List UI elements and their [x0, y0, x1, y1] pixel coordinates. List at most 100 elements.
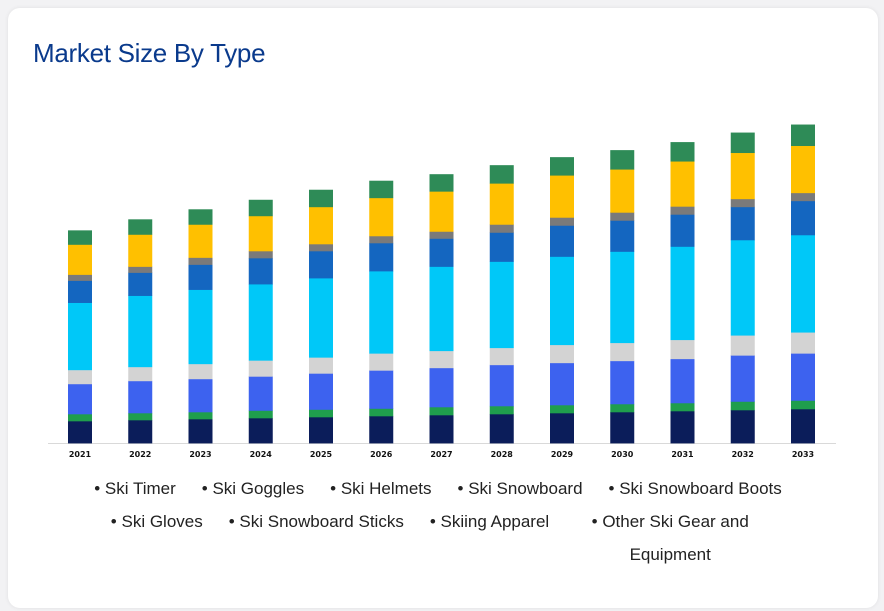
bar-segment-2031-7 — [670, 206, 695, 215]
x-tick-label: 2024 — [250, 450, 273, 459]
bar-segment-2028-3 — [489, 364, 514, 407]
bar-segment-2026-4 — [369, 353, 394, 371]
bar-segment-2028-7 — [489, 224, 514, 233]
legend-bullet: • — [457, 479, 469, 498]
bar-segment-2023-6 — [188, 264, 213, 290]
bar-segment-2023-2 — [188, 411, 213, 420]
bar-segment-2031-5 — [670, 246, 695, 341]
bar-segment-2028-8 — [489, 183, 514, 225]
legend-item: • Ski Gloves — [111, 505, 203, 571]
legend-label: Ski Helmets — [340, 479, 432, 498]
bar-segment-2021-3 — [68, 383, 92, 415]
bar-segment-2023-8 — [188, 224, 213, 258]
bar-segment-2028-6 — [489, 232, 514, 262]
bar-segment-2028-5 — [489, 261, 514, 349]
bar-segment-2021-8 — [68, 244, 92, 275]
bar-segment-2030-6 — [610, 220, 635, 252]
bar-segment-2024-6 — [248, 257, 273, 285]
x-tick-label: 2022 — [129, 450, 151, 459]
bar-segment-2029-1 — [550, 412, 574, 444]
bar-segment-2022-3 — [128, 380, 153, 414]
bar-segment-2033-3 — [791, 353, 815, 401]
x-tick-label: 2032 — [732, 450, 754, 459]
x-tick-label: 2026 — [370, 450, 393, 459]
bar-segment-2021-7 — [68, 274, 92, 281]
bar-segment-2024-8 — [248, 215, 273, 252]
legend-bullet: • — [608, 479, 620, 498]
bar-segment-2025-6 — [309, 250, 333, 279]
bar-segment-2032-4 — [730, 335, 755, 356]
bar-segment-2024-7 — [248, 250, 273, 259]
bar-segment-2029-8 — [550, 175, 574, 218]
x-tick-label: 2027 — [430, 450, 452, 459]
bar-segment-2026-9 — [369, 180, 394, 199]
bar-segment-2030-2 — [610, 403, 635, 413]
bar-segment-2021-5 — [68, 302, 92, 371]
legend-label: Ski Snowboard Boots — [619, 479, 782, 498]
bar-segment-2032-1 — [730, 409, 755, 444]
legend-label: Ski Gloves — [121, 512, 203, 531]
bar-segment-2022-8 — [128, 234, 153, 267]
legend-item: • Ski Snowboard Boots — [609, 472, 782, 505]
bar-segment-2026-6 — [369, 242, 394, 272]
bar-segment-2032-2 — [730, 401, 755, 411]
bar-segment-2033-4 — [791, 332, 815, 354]
bar-segment-2022-6 — [128, 272, 153, 296]
bar-segment-2021-2 — [68, 413, 92, 422]
bar-segment-2030-3 — [610, 360, 635, 405]
legend-item: • Ski Goggles — [202, 472, 304, 505]
bar-segment-2028-2 — [489, 405, 514, 415]
bar-segment-2027-8 — [429, 191, 454, 232]
bar-segment-2026-1 — [369, 415, 394, 444]
bar-segment-2031-6 — [670, 214, 695, 247]
bar-segment-2032-7 — [730, 198, 755, 208]
bar-segment-2026-7 — [369, 235, 394, 244]
bar-segment-2029-6 — [550, 225, 574, 257]
legend-label: Ski Snowboard — [468, 479, 583, 498]
bar-segment-2021-6 — [68, 280, 92, 303]
bar-segment-2033-5 — [791, 234, 815, 333]
x-tick-label: 2023 — [189, 450, 211, 459]
legend-bullet: • — [330, 479, 341, 498]
bar-segment-2025-9 — [309, 189, 333, 208]
legend-item: • Ski Snowboard Sticks — [229, 505, 404, 571]
bar-segment-2030-5 — [610, 251, 635, 344]
bar-segment-2027-5 — [429, 266, 454, 352]
legend-bullet: • — [429, 512, 441, 531]
bar-segment-2024-4 — [248, 360, 273, 377]
bar-segment-2027-2 — [429, 406, 454, 416]
bar-segment-2032-9 — [730, 132, 755, 154]
bar-segment-2031-8 — [670, 161, 695, 207]
x-tick-label: 2028 — [491, 450, 514, 459]
x-tick-label: 2030 — [611, 450, 634, 459]
bar-segment-2033-1 — [791, 408, 815, 444]
bar-segment-2030-9 — [610, 150, 635, 170]
legend-label: Ski Snowboard Sticks — [239, 512, 404, 531]
legend-label: Ski Timer — [104, 479, 176, 498]
bar-segment-2024-2 — [248, 410, 273, 419]
bar-segment-2031-1 — [670, 410, 695, 444]
legend-item: • Ski Timer — [94, 472, 176, 505]
bar-segment-2028-1 — [489, 413, 514, 444]
x-tick-label: 2025 — [310, 450, 333, 459]
bar-segment-2025-8 — [309, 206, 333, 245]
bar-segment-2025-2 — [309, 409, 333, 418]
bar-segment-2028-4 — [489, 347, 514, 366]
bar-segment-2022-7 — [128, 266, 153, 273]
bar-segment-2033-8 — [791, 145, 815, 194]
bar-segment-2024-3 — [248, 376, 273, 411]
bar-segment-2029-7 — [550, 217, 574, 226]
bar-segment-2023-7 — [188, 257, 213, 265]
bar-segment-2033-7 — [791, 192, 815, 202]
legend-bullet: • — [201, 479, 213, 498]
bar-segment-2031-3 — [670, 358, 695, 404]
bar-segment-2029-4 — [550, 344, 574, 364]
bar-segment-2030-1 — [610, 411, 635, 444]
bar-segment-2026-2 — [369, 408, 394, 417]
bar-segment-2033-9 — [791, 124, 815, 147]
legend-item: • Ski Snowboard — [458, 472, 583, 505]
bar-segment-2021-1 — [68, 420, 92, 444]
bar-segment-2029-3 — [550, 362, 574, 406]
legend-bullet: • — [591, 512, 603, 531]
